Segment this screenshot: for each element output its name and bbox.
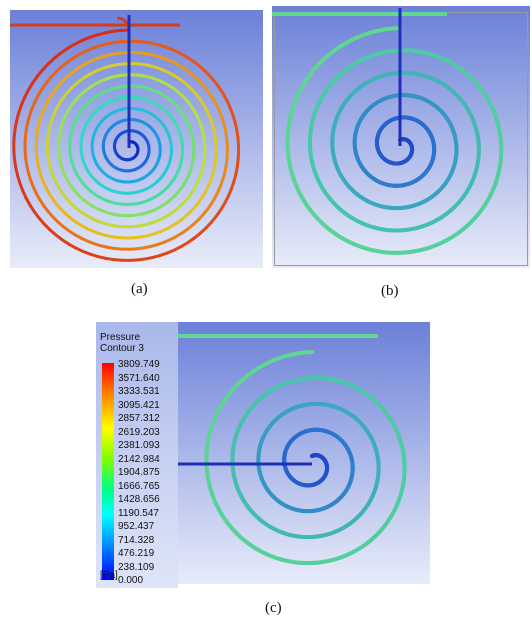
legend-tick-label: 238.109	[118, 561, 155, 573]
caption-c: (c)	[265, 600, 282, 616]
legend-tick-label: 952.437	[118, 521, 155, 532]
legend-colorbar	[102, 363, 114, 580]
legend-title-line1: Pressure	[100, 332, 141, 343]
coil-c-spiral	[178, 334, 407, 566]
legend-tick-label: 1904.875	[118, 467, 160, 478]
legend-tick-label: 2619.203	[118, 426, 160, 438]
panel-c-background	[178, 322, 430, 584]
legend-tick-label: 2142.984	[118, 453, 160, 465]
legend-tick-label: 476.219	[118, 548, 155, 559]
legend-tick-label: 1666.765	[118, 480, 160, 492]
legend-unit: [Pa]	[100, 570, 118, 581]
panel-a-contour	[10, 10, 263, 268]
panel-c-contour	[178, 322, 430, 584]
panel-b-contour	[272, 6, 530, 268]
legend-tick-label: 2381.093	[118, 440, 160, 451]
legend-title-line2: Contour 3	[100, 343, 144, 354]
legend-tick-label: 3095.421	[118, 399, 160, 411]
legend-tick-label: 3333.531	[118, 386, 160, 397]
caption-a: (a)	[131, 281, 148, 297]
legend-tick-label: 1428.656	[118, 494, 160, 505]
legend-tick-label: 714.328	[118, 534, 155, 546]
coil-b-spiral	[272, 12, 504, 255]
legend-tick-label: 3809.749	[118, 359, 160, 370]
legend-tick-label: 2857.312	[118, 413, 160, 424]
pressure-legend: Pressure Contour 3 3809.749 3571.640 3333.…	[96, 322, 178, 588]
legend-tick-label: 3571.640	[118, 372, 160, 384]
legend-tick-label: 1190.547	[118, 507, 159, 519]
caption-b: (b)	[381, 283, 399, 299]
legend-tick-label: 0.000	[118, 575, 144, 586]
